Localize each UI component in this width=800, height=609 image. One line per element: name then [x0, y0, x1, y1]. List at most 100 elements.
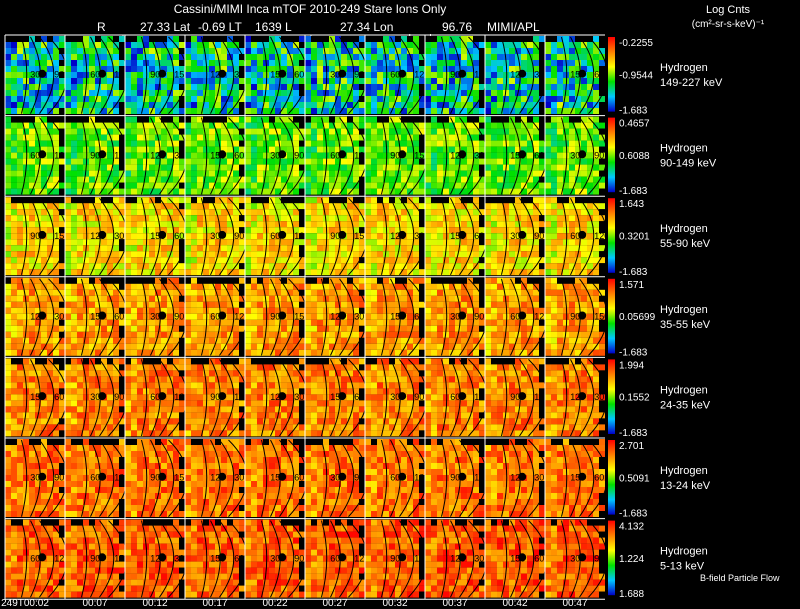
frame-3-7: 30 90: [424, 276, 488, 358]
lat-readout: 27.33 Lat: [140, 20, 191, 34]
species-label-2: Hydrogen: [660, 223, 708, 235]
contour-label: 150: [294, 311, 309, 321]
lt-readout: -0.69 LT: [198, 20, 242, 34]
contour-label: 30: [150, 311, 160, 321]
frame-6-7: 120 30: [424, 518, 488, 600]
contour-label: 30: [474, 553, 484, 563]
contour-label: 60: [30, 150, 40, 160]
contour-label: 30: [114, 231, 124, 241]
contour-label: 60: [90, 70, 100, 80]
contour-label: 30: [570, 553, 580, 563]
frame-1-3: 150 60: [184, 115, 248, 197]
contour-label: 60: [54, 392, 64, 402]
contour-label: 30: [54, 311, 64, 321]
scale-mid-1: 0.6088: [619, 151, 650, 162]
frame-1-2: 120 30: [124, 115, 188, 197]
time-tick-2: 00:12: [142, 598, 167, 609]
contour-label: 120: [30, 311, 45, 321]
contour-label: 30: [534, 70, 544, 80]
contour-label: 90: [510, 392, 520, 402]
frame-1-6: 90 150: [364, 115, 429, 197]
contour-label: 60: [390, 70, 400, 80]
scale-max-0: -0.2255: [619, 38, 653, 49]
frame-1-9: 30 90: [544, 115, 608, 197]
frame-1-7: 120 30: [424, 115, 488, 197]
colorbar-0: [608, 37, 615, 112]
frame-2-8: 30 90: [484, 196, 548, 277]
energy-range-4: 24-35 keV: [660, 399, 711, 411]
contour-label: 150: [390, 311, 405, 321]
time-tick-8: 00:42: [502, 598, 527, 609]
contour-label: 30: [30, 70, 40, 80]
scale-title: Log Cnts: [706, 4, 751, 16]
contour-label: 150: [150, 231, 165, 241]
contour-label: 120: [114, 70, 129, 80]
energy-labels: Hydrogen 149-227 keV Hydrogen 90-149 keV Hyd…: [660, 62, 723, 573]
contour-label: 60: [270, 231, 280, 241]
contour-label: 90: [54, 70, 64, 80]
frame-2-0: 90 150: [4, 196, 69, 277]
contour-label: 90: [30, 231, 40, 241]
frame-2-4: 60 120: [244, 196, 309, 277]
contour-label: 60: [330, 553, 340, 563]
scale-mid-5: 0.5091: [619, 473, 650, 484]
time-tick-0: 249T00:02: [1, 598, 49, 609]
frame-1-0: 60 120: [4, 115, 69, 197]
frame-6-1: 90 150: [64, 518, 129, 600]
frame-0-6: 60 120: [364, 35, 429, 116]
contour-label: 30: [30, 473, 40, 483]
contour-label: 120: [354, 150, 369, 160]
contour-label: 90: [390, 553, 400, 563]
contour-label: 30: [594, 392, 604, 402]
contour-label: 90: [534, 231, 544, 241]
frame-4-6: 30 90: [364, 357, 428, 438]
scale-mid-6: 1.224: [619, 554, 644, 565]
time-tick-1: 00:07: [82, 598, 107, 609]
frame-3-1: 150 60: [64, 276, 128, 358]
contour-label: 120: [54, 150, 69, 160]
contour-label: 30: [330, 473, 340, 483]
frame-5-7: 90 150: [424, 438, 489, 519]
contour-label: 150: [330, 392, 345, 402]
contour-label: 90: [150, 70, 160, 80]
colorbar-5: [608, 440, 615, 515]
frame-0-7: 90 150: [424, 35, 489, 116]
frame-0-0: 30 90: [4, 35, 68, 116]
contour-label: 120: [570, 392, 585, 402]
frame-5-3: 120 30: [184, 438, 248, 519]
scale-min-3: -1.683: [619, 347, 648, 358]
frame-6-2: 120 30: [124, 518, 188, 600]
contour-label: 90: [450, 70, 460, 80]
contour-label: 150: [510, 150, 525, 160]
contour-label: 30: [450, 311, 460, 321]
contour-label: 60: [174, 231, 184, 241]
contour-label: 150: [30, 392, 45, 402]
contour-label: 150: [234, 392, 249, 402]
contour-label: 60: [294, 473, 304, 483]
contour-label: 120: [330, 311, 345, 321]
contour-label: 150: [474, 473, 489, 483]
contour-label: 30: [174, 150, 184, 160]
contour-label: 150: [210, 150, 225, 160]
contour-label: 150: [474, 70, 489, 80]
scale-min-1: -1.683: [619, 186, 648, 197]
contour-label: 120: [414, 70, 429, 80]
contour-label: 120: [450, 150, 465, 160]
time-tick-5: 00:27: [322, 598, 347, 609]
time-tick-3: 00:17: [202, 598, 227, 609]
scale-min-4: -1.683: [619, 428, 648, 439]
contour-label: 90: [294, 150, 304, 160]
contour-label: 30: [510, 231, 520, 241]
frame-3-2: 30 90: [124, 276, 188, 358]
contour-label: 90: [570, 311, 580, 321]
contour-label: 90: [114, 392, 124, 402]
contour-label: 60: [594, 70, 604, 80]
frame-4-2: 60 120: [124, 357, 189, 438]
contour-label: 60: [474, 231, 484, 241]
frame-1-4: 30 90: [244, 115, 308, 197]
contour-label: 60: [534, 553, 544, 563]
frame-6-6: 90 150: [364, 518, 429, 600]
frame-0-5: 30 90: [304, 35, 368, 116]
frame-1-8: 150 60: [484, 115, 548, 197]
